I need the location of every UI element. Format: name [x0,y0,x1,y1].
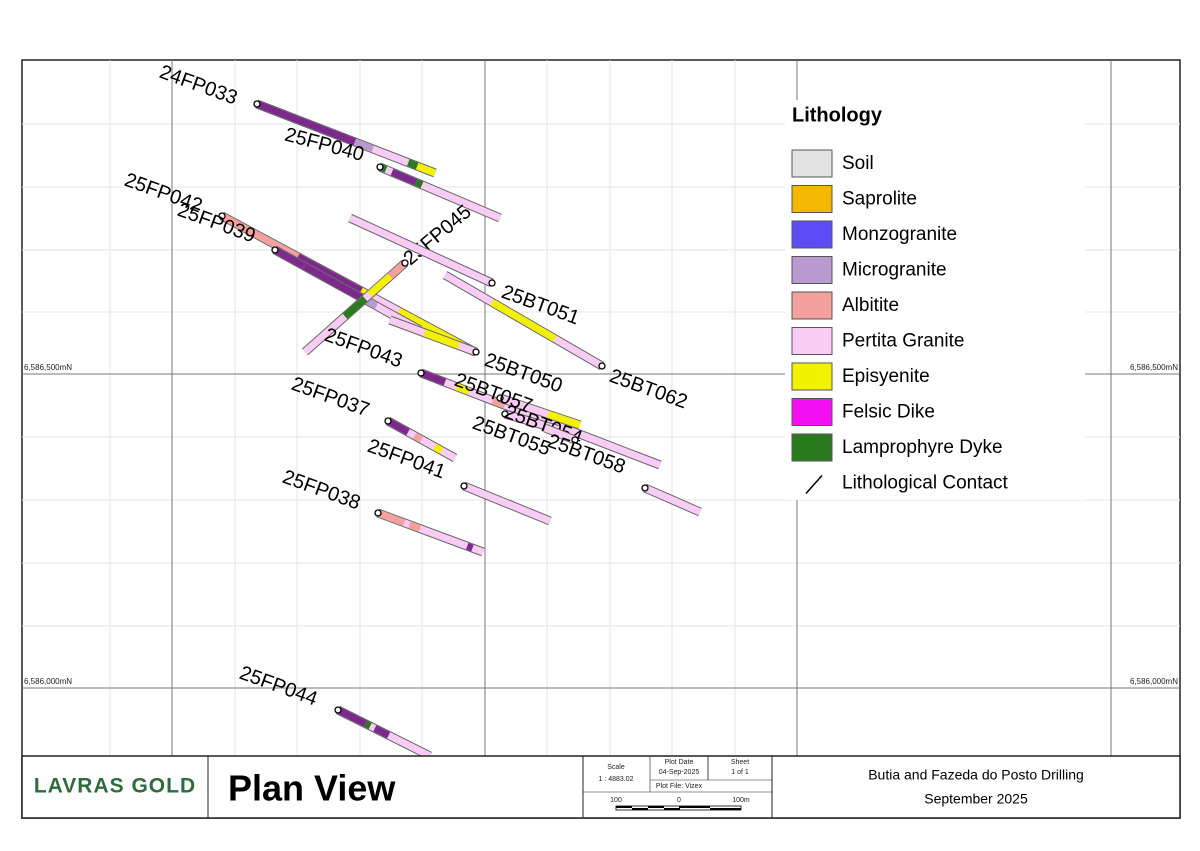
sheet: 1 of 1 [731,769,749,776]
legend-label: Episyenite [842,366,930,387]
grid-label: 6,586,000mN [24,677,72,686]
project: Butia and Fazeda do Posto Drilling [868,767,1084,783]
bar-label: 100 [610,797,622,804]
lithology-interval [373,725,391,739]
legend-label: Microgranite [842,260,947,281]
legend-label: Lamprophyre Dyke [842,437,1003,458]
sheet-label: Sheet [731,759,749,766]
legend-label: Saprolite [842,189,917,210]
legend-label: Pertita Granite [842,331,965,352]
lithology-interval [466,542,474,552]
lithology-interval [491,397,506,409]
hole-trace [348,214,494,287]
lithology-interval [390,168,418,186]
collar [253,100,261,108]
bar-label: 100m [732,797,750,804]
collar [376,163,384,171]
legend-label: Albitite [842,295,899,316]
lithology-interval [255,100,357,146]
legend-swatch [791,291,833,320]
lithology-interval [413,432,424,443]
lithology-interval [220,212,300,260]
lithology-interval [546,410,582,429]
grid-label: 6,586,000mN [1130,677,1178,686]
lithology-interval [407,159,419,170]
bar-label: 0 [677,797,681,804]
lithology-interval [376,509,406,527]
lithology-interval [444,337,461,349]
legend-title: Lithology [792,104,883,126]
collar [334,706,342,714]
collar [374,509,382,517]
lithology-interval [296,253,363,294]
legend-swatch [791,398,833,426]
legend-swatch [791,256,833,284]
lithology-interval [353,138,374,153]
grid-label: 6,586,500mN [24,363,72,372]
title-block [21,755,1181,819]
collar [488,279,496,287]
lithology-interval [414,179,424,189]
collar [384,417,392,425]
lithology-interval [364,720,372,730]
lithology-interval [455,383,471,395]
hole-trace [543,424,577,444]
legend-swatch [791,185,833,213]
collar [401,259,409,267]
scale: 1 : 4883.02 [598,776,633,783]
lithology-interval [408,521,422,532]
grid-label: 6,586,500mN [1130,363,1178,372]
lithology-interval [490,299,557,342]
legend-swatch [791,433,833,462]
hole-trace [643,484,702,516]
logo: LAVRAS GOLD [34,775,196,798]
collar [571,436,579,444]
lithology-interval [419,369,447,386]
legend-label: Lithological Contact [842,473,1009,494]
collar [460,482,468,490]
collar [472,348,480,356]
legend-label: Soil [842,153,874,174]
lithology-interval [433,443,444,454]
lithology-interval [386,417,410,436]
collar [496,394,504,402]
legend-swatch [791,327,833,355]
collar [271,246,279,254]
plot-date: 04-Sep-2025 [659,769,700,776]
lithology-interval [273,246,306,270]
legend-swatch [791,149,833,178]
legend: Soil Saprolite Monzogranite Microgranite Alb… [791,149,1009,494]
plot-file: Plot File: Vizex [656,783,703,790]
title: Plan View [228,768,396,809]
scale-label: Scale [607,764,625,771]
collar [598,362,606,370]
collar [417,369,425,377]
legend-label: Felsic Dike [842,402,935,423]
lithology-interval [415,162,437,177]
legend-contact [805,475,823,494]
date: September 2025 [924,791,1028,807]
collar [218,212,226,220]
hole-trace [462,482,552,525]
lithology-interval [423,329,448,345]
lithology-interval [302,262,364,302]
collar [641,484,649,492]
plot-date-label: Plot Date [665,759,694,766]
lithology-interval [336,706,368,727]
lithology-interval [367,273,393,297]
legend-bg [785,100,1085,500]
legend-swatch [791,220,833,249]
collar [501,410,509,418]
legend-label: Monzogranite [842,224,957,245]
lithology-interval [342,295,368,320]
legend-swatch [791,362,833,391]
scale-bar [615,805,742,811]
